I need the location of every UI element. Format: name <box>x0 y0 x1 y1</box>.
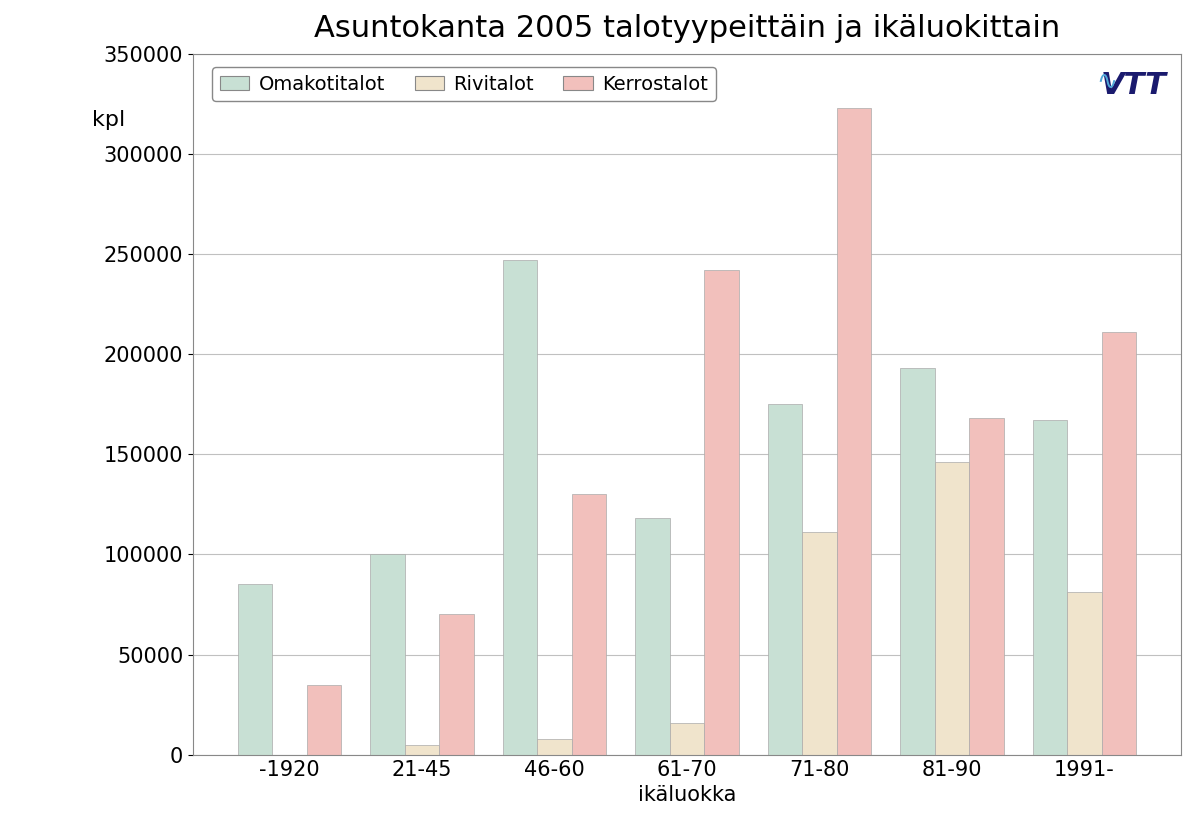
Bar <box>636 518 669 754</box>
Bar <box>370 554 405 754</box>
Bar <box>503 260 538 754</box>
Bar <box>768 404 802 754</box>
Bar <box>802 532 836 754</box>
Bar <box>934 462 969 754</box>
Bar <box>538 739 571 754</box>
Bar <box>1067 592 1102 754</box>
Bar <box>307 685 341 754</box>
Bar <box>900 368 934 754</box>
Text: VTT: VTT <box>1101 71 1166 100</box>
Legend: Omakotitalot, Rivitalot, Kerrostalot: Omakotitalot, Rivitalot, Kerrostalot <box>213 67 716 102</box>
Bar <box>440 614 473 754</box>
Bar <box>836 107 871 754</box>
Bar <box>704 270 739 754</box>
Bar <box>669 722 704 754</box>
Bar <box>1102 332 1136 754</box>
Bar <box>969 419 1004 754</box>
Text: ∿: ∿ <box>1096 69 1117 93</box>
Text: kpl: kpl <box>92 111 125 130</box>
Bar <box>238 585 272 754</box>
Bar <box>405 744 440 754</box>
Bar <box>1032 420 1067 754</box>
X-axis label: ikäluokka: ikäluokka <box>638 785 736 805</box>
Bar <box>571 495 606 754</box>
Title: Asuntokanta 2005 talotyypeittäin ja ikäluokittain: Asuntokanta 2005 talotyypeittäin ja ikäl… <box>314 14 1060 43</box>
